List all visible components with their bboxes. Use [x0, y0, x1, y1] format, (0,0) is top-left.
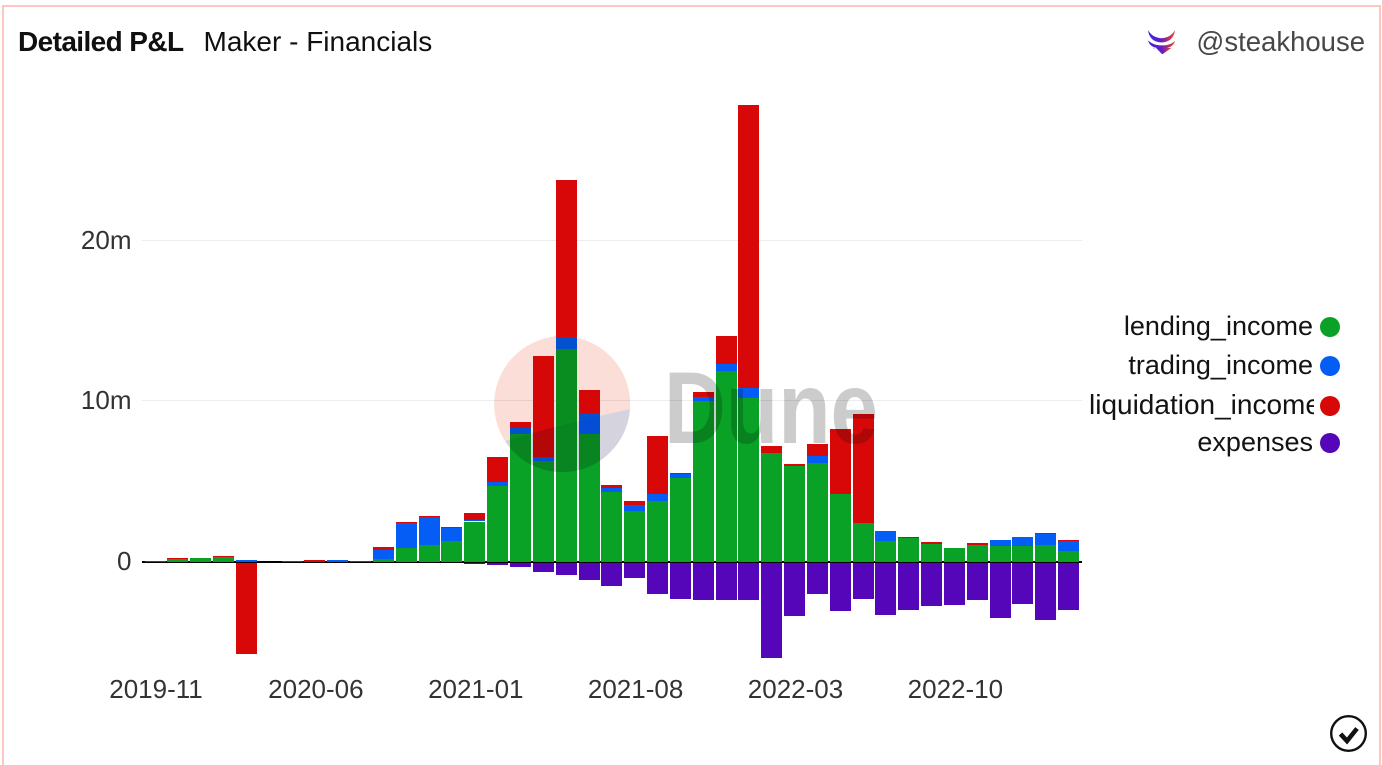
svg-text:Dune: Dune	[664, 351, 878, 465]
